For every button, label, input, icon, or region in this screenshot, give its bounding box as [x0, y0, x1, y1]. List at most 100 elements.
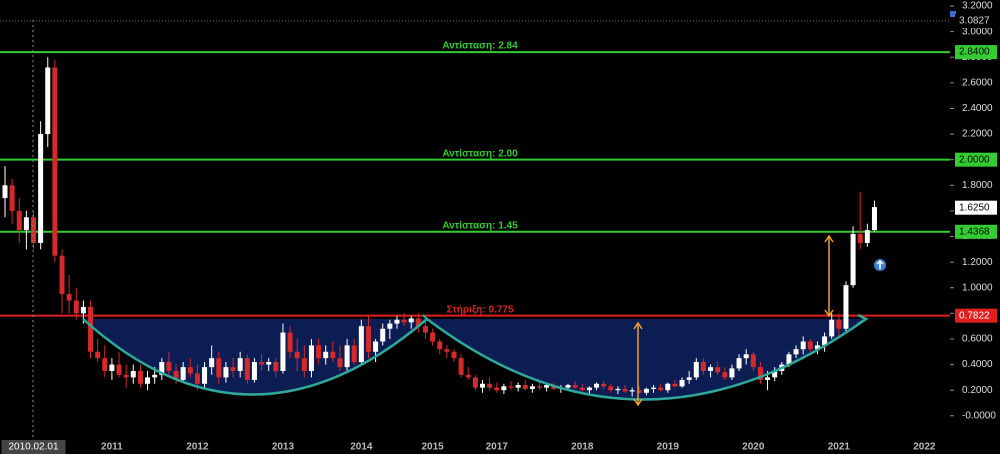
candle-body [287, 332, 293, 352]
cup-curve [426, 317, 867, 401]
axis-icon [950, 11, 956, 17]
candle-body [843, 285, 849, 329]
y-tick-label: 2.2000 [962, 129, 993, 140]
candle-body [708, 367, 714, 371]
y-tick-label: 2.6000 [962, 77, 993, 88]
candle-body [294, 351, 300, 359]
price-tag-label: 3.0827 [959, 16, 990, 27]
candle-body [800, 341, 806, 350]
candle-body [786, 354, 792, 365]
candle-body [458, 358, 464, 375]
up-icon-arrow [876, 259, 884, 269]
candle-body [387, 323, 393, 329]
candle-body [772, 370, 778, 378]
candle-body [415, 318, 421, 327]
candle-body [316, 345, 322, 359]
candle-body [187, 367, 193, 374]
crosshair-date-box [1, 440, 66, 454]
candle-body [729, 368, 735, 378]
x-tick-label: 2019 [657, 442, 680, 453]
candle-body [273, 362, 279, 371]
candle-body [537, 386, 543, 388]
candle-body [102, 358, 108, 371]
x-tick-label: 2017 [486, 442, 509, 453]
candle-body [693, 362, 699, 378]
price-tag-label: 1.6250 [959, 202, 990, 213]
x-tick-label: 2021 [828, 442, 851, 453]
candle-body [508, 386, 514, 388]
y-tick-label: 0.2000 [962, 385, 993, 396]
candle-body [145, 377, 151, 384]
candle-body [622, 388, 628, 392]
level-label: Αντίσταση: 2.00 [442, 148, 518, 159]
candle-body [66, 294, 72, 301]
candle-body [202, 367, 208, 384]
candle-body [251, 362, 257, 380]
candle-body [743, 354, 749, 359]
candle-body [88, 306, 94, 352]
candle-body [750, 354, 756, 368]
candle-body [73, 300, 79, 314]
candle-body [280, 332, 286, 371]
candle-body [522, 385, 528, 389]
candle-body [152, 374, 158, 378]
candle-body [9, 185, 15, 211]
x-tick-label: 2012 [186, 442, 209, 453]
candle-body [572, 385, 578, 388]
candle-body [358, 326, 364, 363]
candle-body [430, 332, 436, 342]
candle-body [266, 362, 272, 365]
candle-body [2, 185, 8, 199]
y-tick-label: 3.2000 [962, 1, 993, 12]
x-tick-label: 2011 [101, 442, 123, 453]
candle-body [864, 230, 870, 243]
candle-body [722, 372, 728, 378]
y-tick-label: 3.0000 [962, 26, 993, 37]
y-tick-label: 0.4000 [962, 359, 993, 370]
candle-body [515, 385, 521, 388]
candle-body [401, 319, 407, 323]
candle-body [380, 328, 386, 342]
candle-body [857, 233, 863, 243]
arrow-head [422, 314, 429, 321]
x-tick-label: 2018 [571, 442, 594, 453]
candle-body [579, 387, 585, 391]
candle-body [373, 341, 379, 352]
candle-body [422, 326, 428, 333]
candle-body [437, 341, 443, 350]
candle-body [715, 367, 721, 373]
candle-body [301, 358, 307, 371]
candle-body [194, 373, 200, 384]
candle-body [472, 377, 478, 388]
x-tick-label: 2014 [350, 442, 373, 453]
candle-body [123, 374, 129, 378]
level-tag [955, 224, 997, 239]
level-tag [955, 152, 997, 167]
candle-body [608, 386, 614, 391]
arrow-head [633, 321, 643, 407]
candle-body [408, 318, 414, 323]
candle-body [629, 390, 635, 392]
arrow-head [824, 234, 834, 318]
candle-body [95, 351, 101, 359]
candle-body [850, 233, 856, 286]
candle-body [672, 383, 678, 387]
candle-body [80, 306, 86, 314]
candle-body [166, 362, 172, 371]
level-tag-label: 2.8400 [959, 47, 990, 58]
candle-body [16, 210, 22, 231]
candle-body [544, 385, 550, 388]
candle-body [323, 351, 329, 359]
candle-body [601, 383, 607, 387]
candle-body [351, 345, 357, 363]
candle-body [394, 319, 400, 324]
candle-body [465, 374, 471, 378]
x-tick-label: 2022 [913, 442, 936, 453]
y-tick-label: 1.0000 [962, 282, 993, 293]
candle-body [501, 386, 507, 391]
candle-body [586, 387, 592, 391]
candle-body [31, 217, 37, 243]
candle-body [700, 362, 706, 371]
y-tick-label: 2.4000 [962, 103, 993, 114]
